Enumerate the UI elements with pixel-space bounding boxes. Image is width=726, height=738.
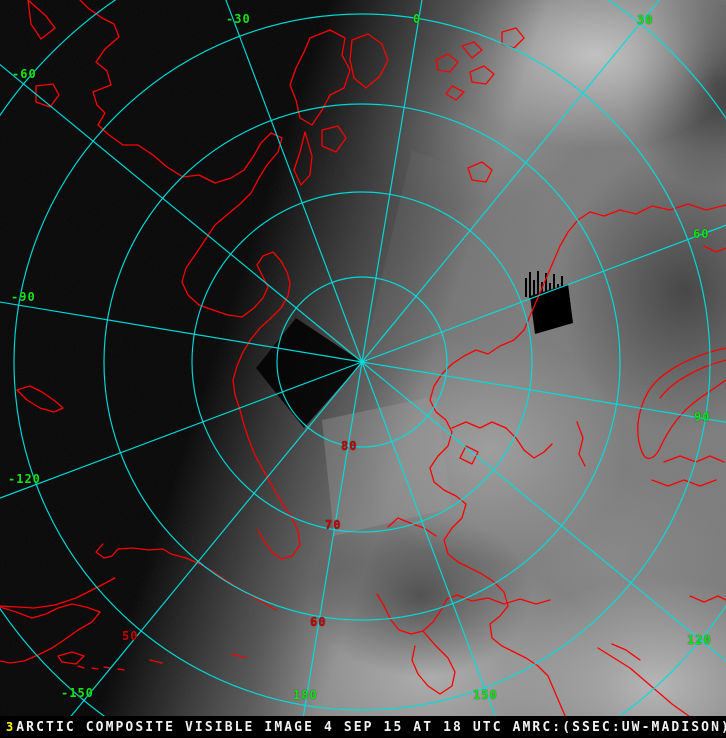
kola-white-sea-coastline bbox=[451, 421, 586, 467]
latitude-label-50: 50 bbox=[122, 629, 139, 643]
latitude-label-80: 80 bbox=[341, 439, 358, 453]
longitude-label-60: 60 bbox=[693, 227, 710, 241]
longitude-label--150: -150 bbox=[61, 686, 94, 700]
novaya-zemlya-coastline bbox=[637, 347, 726, 459]
meridian-line bbox=[361, 0, 661, 363]
caption-text-label: ARCTIC COMPOSITE VISIBLE IMAGE 4 SEP 15 … bbox=[16, 719, 726, 735]
longitude-label--30: -30 bbox=[226, 12, 251, 26]
meridian-line bbox=[361, 361, 726, 423]
aleutian-islands bbox=[77, 653, 247, 671]
meridian-line bbox=[0, 361, 363, 499]
chukotka-kamchatka-coastline bbox=[376, 593, 551, 695]
data-dropout-glitch bbox=[525, 271, 573, 334]
meridian-line bbox=[0, 301, 363, 363]
kara-coast-fragments bbox=[651, 245, 726, 487]
longitude-label-180: 180 bbox=[293, 688, 318, 702]
longitude-label-120: 120 bbox=[687, 633, 712, 647]
longitude-label--90: -90 bbox=[11, 290, 36, 304]
svalbard-coastline bbox=[289, 29, 389, 186]
latitude-circle-60 bbox=[103, 103, 621, 621]
longitude-label-0: 0 bbox=[413, 12, 422, 26]
meridian-line bbox=[0, 63, 363, 363]
longitude-label--120: -120 bbox=[8, 472, 41, 486]
longitude-label-90: 90 bbox=[694, 410, 711, 424]
greenland-coastline bbox=[79, 0, 301, 560]
meridian-line bbox=[225, 0, 363, 363]
greenland-islets bbox=[27, 0, 60, 108]
longitude-label-30: 30 bbox=[637, 13, 654, 27]
alaska-bering-coastline bbox=[0, 603, 101, 665]
latitude-circle-50 bbox=[13, 13, 711, 711]
latitude-circle-70 bbox=[191, 191, 533, 533]
meridian-line bbox=[361, 361, 726, 662]
longitude-label--60: -60 bbox=[12, 67, 37, 81]
meridian-line bbox=[361, 0, 423, 363]
meridian-line bbox=[361, 361, 504, 738]
meridian-line bbox=[361, 224, 726, 363]
caption-prefix-label: 3 bbox=[6, 720, 15, 734]
caption-bar: 3 ARCTIC COMPOSITE VISIBLE IMAGE 4 SEP 1… bbox=[0, 716, 726, 738]
siberia-coastline bbox=[429, 203, 726, 738]
latitude-label-60: 60 bbox=[310, 615, 327, 629]
longitude-label-150: 150 bbox=[473, 688, 498, 702]
latitude-circle-80 bbox=[276, 276, 448, 448]
latitude-label-70: 70 bbox=[325, 518, 342, 532]
scandinavia-coastline bbox=[387, 517, 437, 537]
franz-josef-islands bbox=[435, 27, 525, 183]
meridian-line bbox=[299, 361, 363, 738]
iceland-coastline bbox=[16, 385, 64, 413]
swath-seams bbox=[256, 150, 462, 536]
